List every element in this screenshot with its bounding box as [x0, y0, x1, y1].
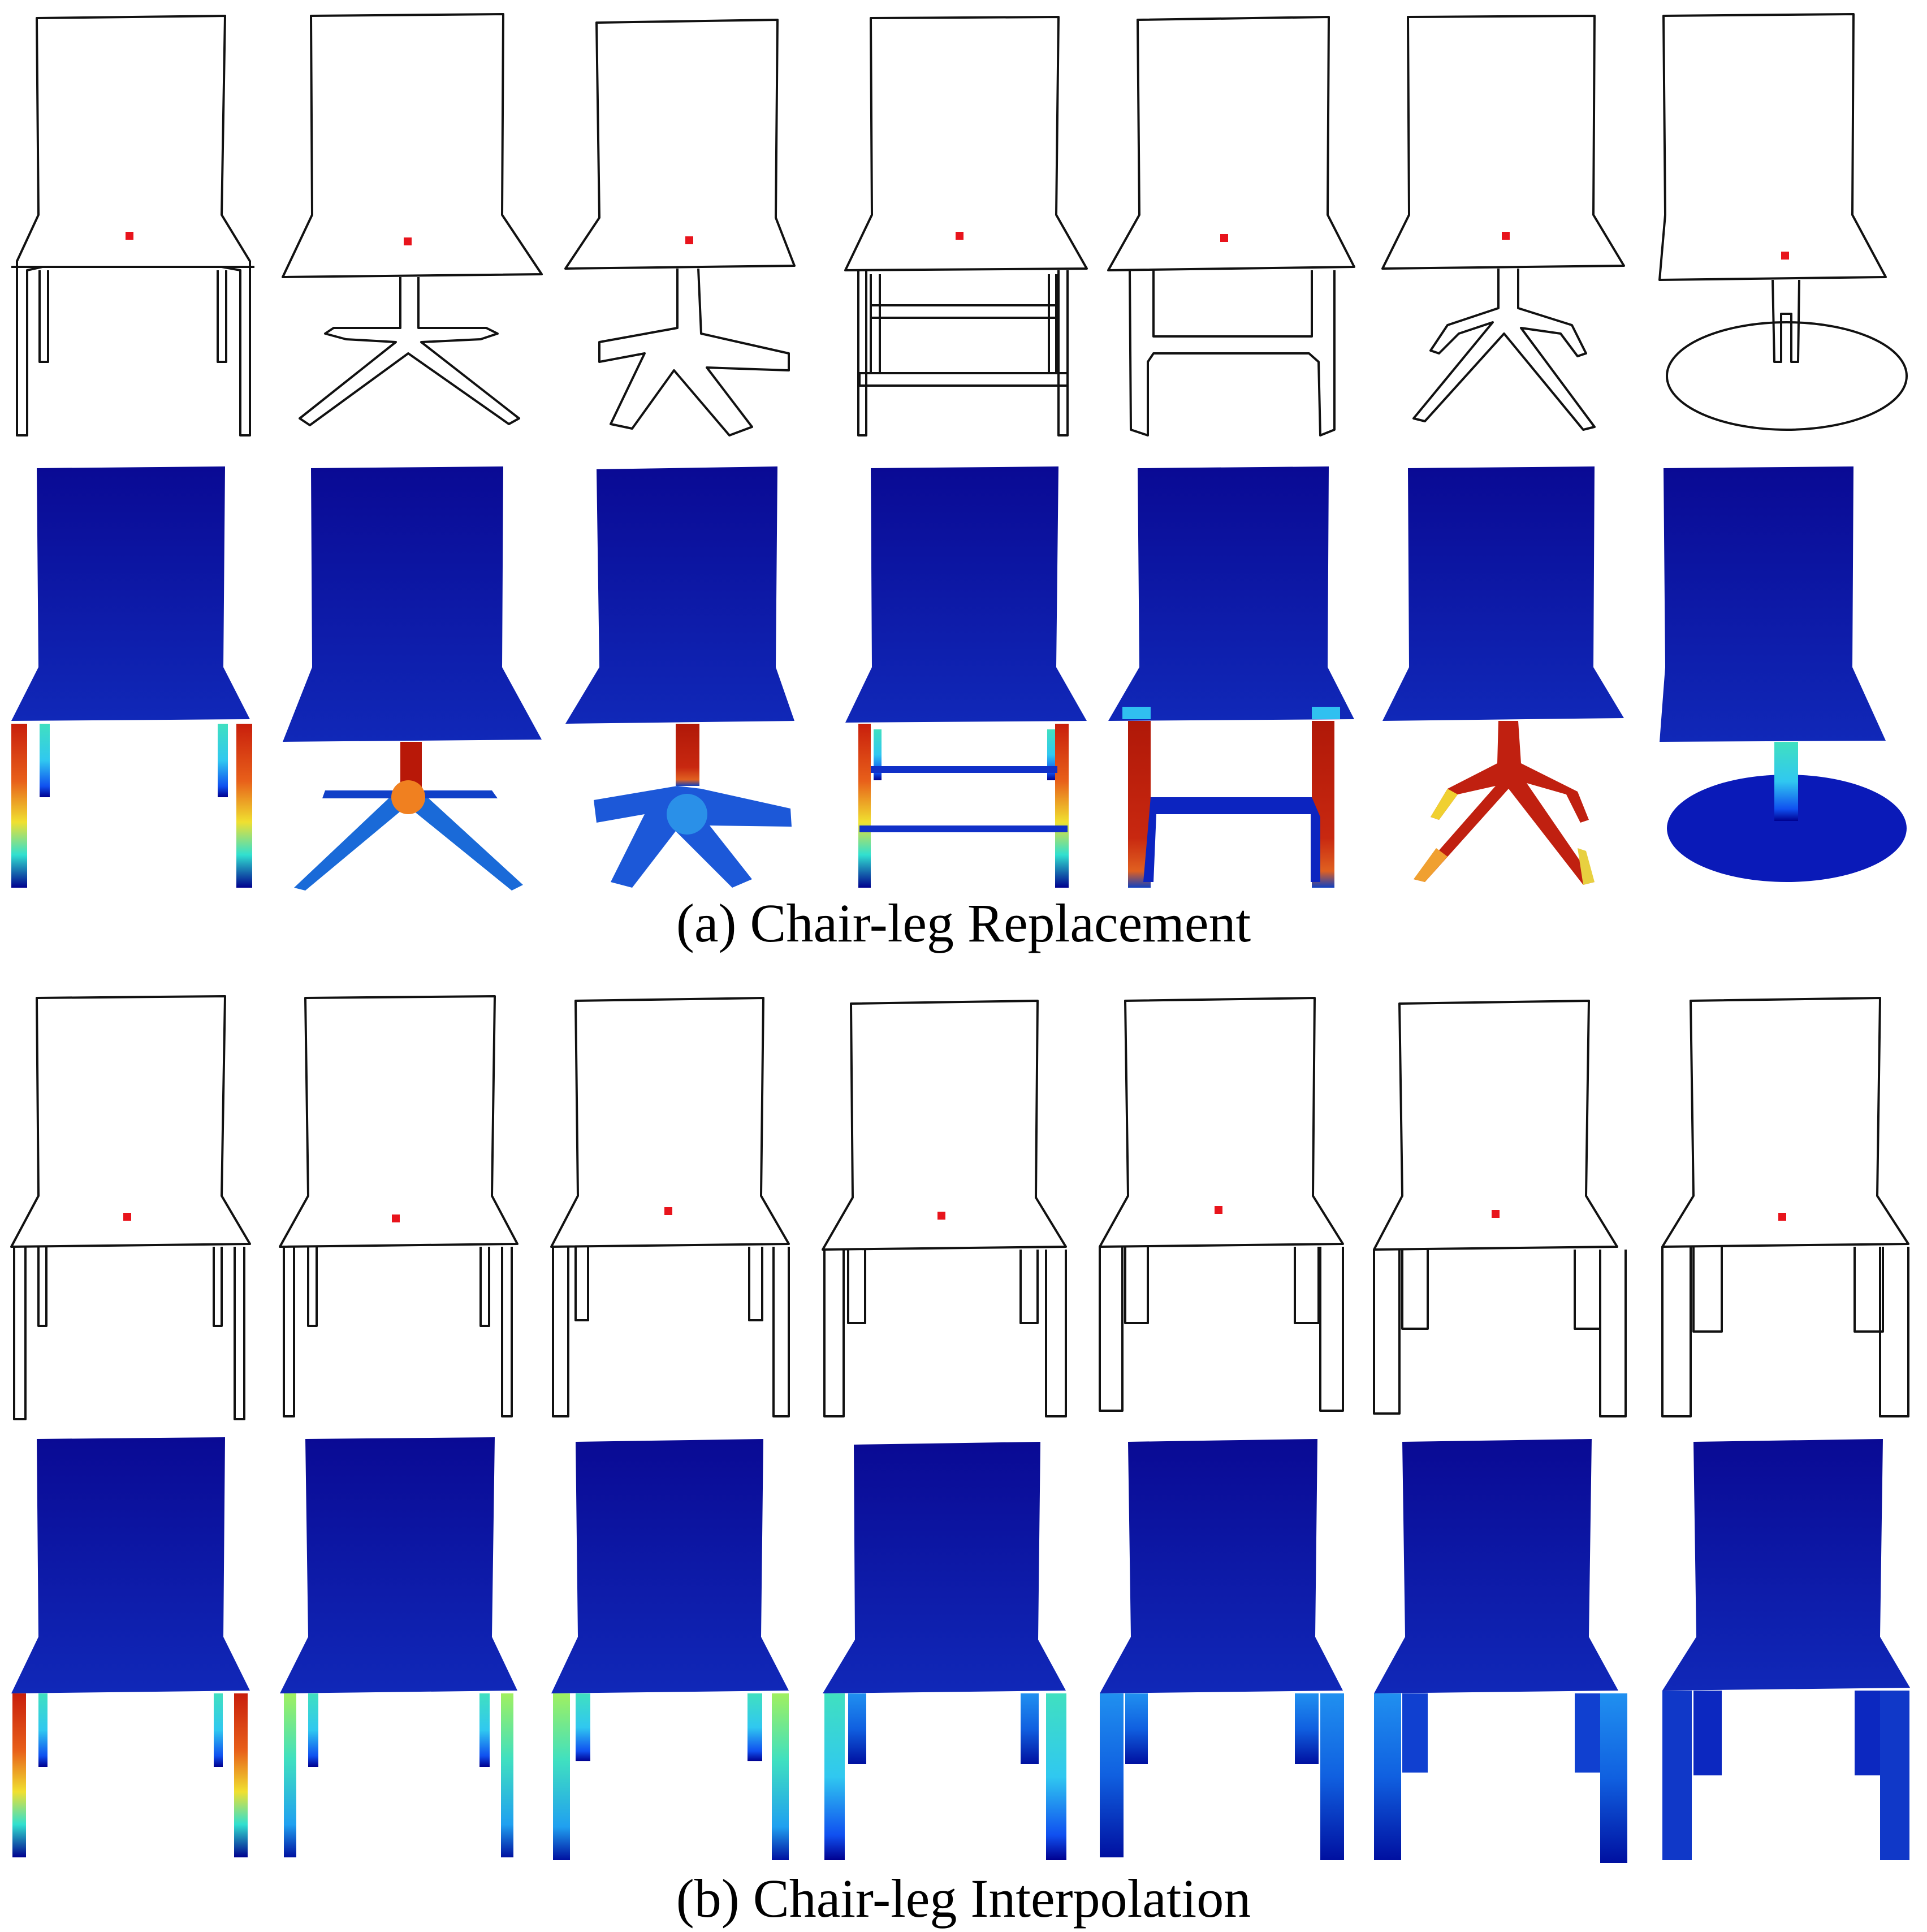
- panel-a-outline-anchor-point-6: [1502, 232, 1510, 240]
- panel-b-outline-anchor-point-2: [392, 1214, 400, 1222]
- panel-a-outline-chair-7: [1660, 14, 1907, 430]
- caption-panel-a: (a) Chair-leg Replacement: [0, 896, 1927, 950]
- panel-a-heatmap-row: [11, 466, 1907, 891]
- panel-b-heatmap-chair-3: [551, 1439, 789, 1860]
- panel-b-outline-chair-2: [280, 996, 517, 1416]
- panel-b-heatmap-chair-1: [11, 1437, 250, 1857]
- panel-a-outline-row: [11, 14, 1907, 435]
- panel-b-outline-anchor-point-4: [937, 1212, 945, 1220]
- panel-a-heatmap-chair-7: [1660, 466, 1907, 882]
- panel-b-outline-row: [11, 996, 1908, 1419]
- panel-b-outline-anchor-point-1: [123, 1213, 131, 1221]
- panel-b-heatmap-chair-4: [823, 1442, 1066, 1860]
- panel-b-heatmap-chair-6: [1374, 1439, 1627, 1863]
- panel-a-outline-anchor-point-3: [685, 236, 693, 244]
- panel-a-outline-anchor-point-2: [404, 237, 412, 245]
- panel-a-outline-anchor-point-1: [126, 232, 133, 240]
- panel-b-heatmap-row: [11, 1437, 1910, 1863]
- panel-a-outline-anchor-point-5: [1220, 234, 1228, 242]
- panel-b-heatmap-chair-5: [1100, 1439, 1344, 1860]
- panel-a-outline-chair-1: [11, 16, 254, 435]
- panel-b-outline-chair-4: [823, 1001, 1066, 1416]
- panel-a-heatmap-chair-5: [1108, 466, 1354, 888]
- panel-b-outline-chair-6: [1374, 1001, 1626, 1416]
- panel-a-outline-anchor-point-4: [956, 232, 964, 240]
- caption-panel-b: (b) Chair-leg Interpolation: [0, 1872, 1927, 1926]
- panel-b-heatmap-chair-7: [1662, 1439, 1910, 1860]
- panel-b-heatmap-chair-2: [280, 1437, 517, 1857]
- panel-a-outline-chair-5: [1108, 17, 1354, 435]
- panel-b-outline-anchor-point-7: [1778, 1213, 1786, 1221]
- panel-b-outline-anchor-point-3: [664, 1207, 672, 1215]
- panel-b-outline-chair-1: [11, 996, 250, 1419]
- panel-a-heatmap-chair-2: [283, 466, 542, 891]
- panel-a-heatmap-chair-6: [1382, 466, 1624, 885]
- panel-a-outline-chair-2: [283, 14, 542, 425]
- panel-a-heatmap-chair-1: [11, 466, 252, 888]
- panel-a-heatmap-chair-4: [845, 466, 1087, 888]
- panel-b-outline-chair-5: [1100, 998, 1343, 1411]
- panel-b-outline-anchor-point-5: [1215, 1206, 1222, 1214]
- panel-a-outline-chair-6: [1382, 16, 1624, 430]
- panel-b-outline-chair-7: [1662, 998, 1908, 1416]
- panel-a-outline-anchor-point-7: [1781, 252, 1789, 260]
- panel-a-outline-chair-4: [845, 17, 1087, 435]
- panel-a-heatmap-chair-3: [565, 466, 794, 888]
- panel-a-outline-chair-3: [565, 20, 794, 435]
- panel-b-outline-anchor-point-6: [1492, 1210, 1500, 1218]
